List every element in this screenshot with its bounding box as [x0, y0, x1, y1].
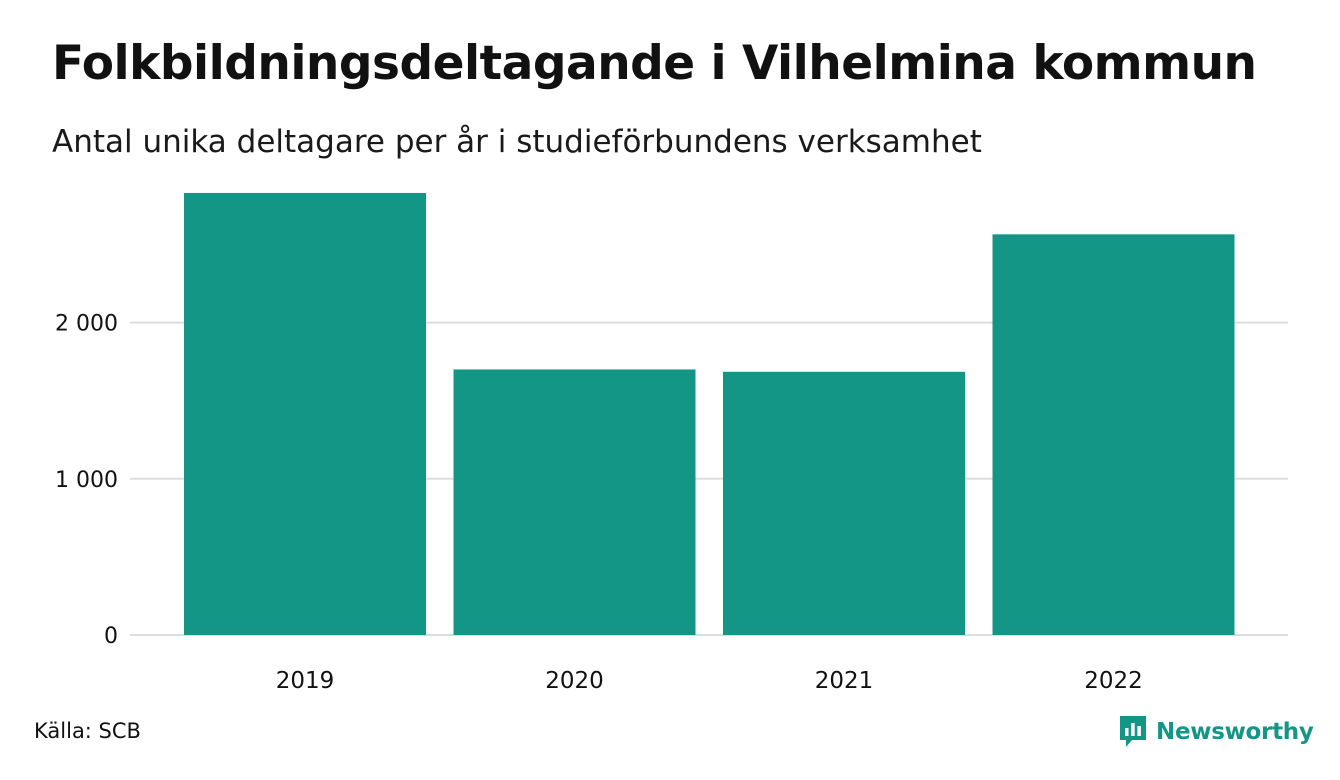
chart-subtitle: Antal unika deltagare per år i studieför… [52, 124, 982, 160]
x-tick-label: 2020 [545, 668, 604, 694]
bars [184, 192, 1235, 635]
y-axis-ticks: 0 1 000 2 000 [55, 312, 118, 649]
y-tick-label: 1 000 [55, 468, 118, 493]
y-tick-label: 2 000 [55, 312, 118, 337]
bar-2019 [184, 192, 426, 635]
bar-2022 [992, 234, 1235, 635]
brand-name: Newsworthy [1156, 719, 1314, 745]
bar-2020 [453, 369, 696, 635]
newsworthy-brand: Newsworthy [1118, 712, 1314, 752]
x-tick-label: 2022 [1084, 668, 1143, 694]
y-tick-label: 0 [104, 624, 118, 649]
x-axis-ticks: 2019 2020 2021 2022 [276, 668, 1143, 694]
bar-2021 [723, 371, 965, 635]
chart-title: Folkbildningsdeltagande i Vilhelmina kom… [52, 36, 1257, 91]
x-tick-label: 2021 [815, 668, 874, 694]
x-tick-label: 2019 [276, 668, 335, 694]
newsworthy-logo-icon [1120, 716, 1146, 747]
source-note: Källa: SCB [34, 719, 141, 743]
